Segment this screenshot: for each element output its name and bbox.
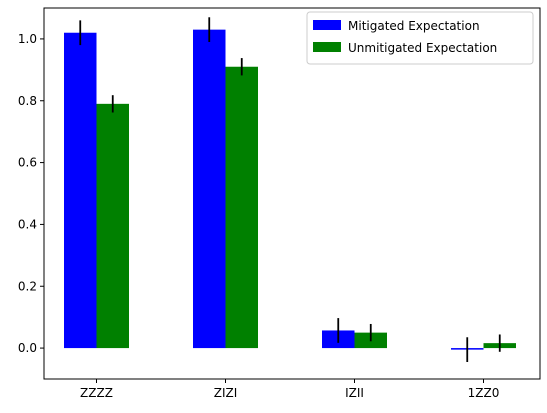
legend-swatch xyxy=(313,42,341,52)
y-tick-label: 0.6 xyxy=(18,156,37,170)
y-tick-label: 1.0 xyxy=(18,32,37,46)
y-tick-label: 0.4 xyxy=(18,217,37,231)
x-tick-label: IZII xyxy=(345,386,364,400)
y-tick-label: 0.2 xyxy=(18,279,37,293)
bar-unmitigated-zzzz xyxy=(96,103,129,349)
legend-label: Mitigated Expectation xyxy=(348,19,480,33)
y-tick-label: 0.8 xyxy=(18,94,37,108)
bar-mitigated-zizi xyxy=(193,29,226,349)
bar-mitigated-zzzz xyxy=(64,32,97,349)
legend-swatch xyxy=(313,20,341,30)
x-tick-label: ZIZI xyxy=(214,386,238,400)
axes-frame xyxy=(43,7,541,380)
x-tick-label: ZZZZ xyxy=(80,386,113,400)
legend: Mitigated Expectation Unmitigated Expecta… xyxy=(306,11,534,65)
bars-layer xyxy=(64,29,516,350)
y-axis: 0.0 0.2 0.4 0.6 0.8 1.0 xyxy=(18,32,44,355)
bar-unmitigated-zizi xyxy=(225,66,258,349)
legend-label: Unmitigated Expectation xyxy=(348,41,497,55)
errorbars-layer xyxy=(79,17,501,362)
x-tick-label: 1ZZ0 xyxy=(468,386,500,400)
legend-box xyxy=(306,11,534,65)
x-axis: ZZZZ ZIZI IZII 1ZZ0 xyxy=(80,379,499,400)
y-tick-label: 0.0 xyxy=(18,341,37,355)
